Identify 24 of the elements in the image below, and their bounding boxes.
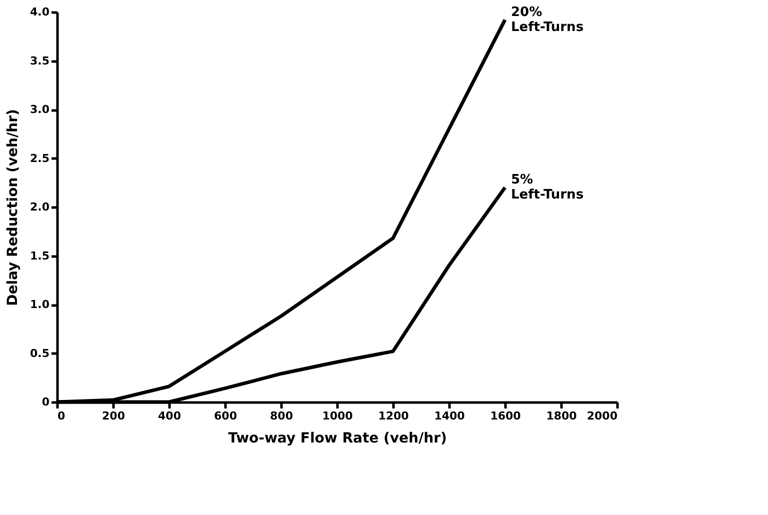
y-tick-label: 4.0 [30,6,50,18]
y-tick-label: 3.0 [30,103,50,116]
y-axis-title: Delay Reduction (veh/hr) [5,109,22,306]
series-label: 5% Left-Turns [511,172,584,202]
x-axis-title: Two-way Flow Rate (veh/hr) [228,430,447,446]
x-tick-label: 400 [158,410,182,422]
x-tick-label: 200 [102,410,126,422]
y-tick-label: 3.5 [30,54,50,68]
x-tick-label: 1000 [322,410,354,422]
x-tick-label: 2000 [586,410,618,422]
x-tick-label: 1200 [378,410,410,422]
x-tick-label: 0 [58,410,66,422]
y-tick-label: 1.0 [30,298,50,311]
x-tick-label: 1400 [434,410,466,422]
y-tick-label: 0.5 [30,346,50,360]
y-tick-label: 2.5 [30,152,50,165]
x-tick-label: 600 [214,410,238,422]
y-tick-label: 1.5 [30,249,50,262]
series-label: 20% Left-Turns [511,4,584,35]
x-tick-label: 1800 [546,410,578,422]
x-tick-label: 1600 [490,410,522,422]
y-tick-label: 2.0 [30,200,50,214]
x-tick-label: 800 [270,410,294,422]
y-tick-label: 0 [42,396,50,408]
